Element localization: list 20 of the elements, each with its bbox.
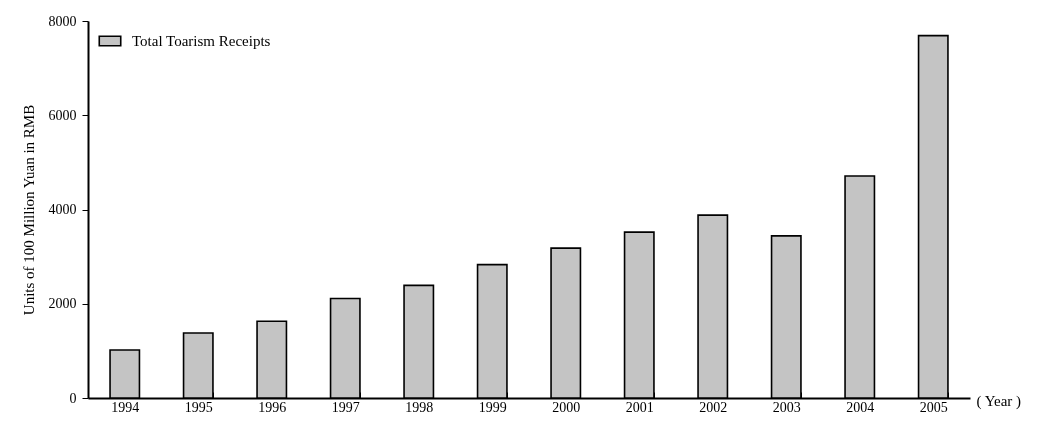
x-tick-label: 2004 [846,399,875,415]
x-tick-label: 1995 [184,399,213,415]
x-tick-label: 2005 [919,399,948,415]
x-tick-label: 2002 [699,399,728,415]
x-tick-label: 1996 [258,399,287,415]
y-tick-label: 0 [69,390,77,406]
y-tick-label: 8000 [48,13,77,29]
x-axis-title: ( Year ) [976,392,1022,410]
x-tick-label: 2003 [772,399,801,415]
y-axis-title: Units of 100 Million Yuan in RMB [20,104,37,316]
x-tick-label: 1998 [405,399,434,415]
y-tick-label: 4000 [48,202,77,217]
x-tick-label: 1994 [111,399,140,415]
x-tick-label: 1997 [331,399,360,415]
x-tick-label: 2001 [625,399,654,415]
x-tick-label: 1999 [478,399,507,415]
x-tick-label: 2000 [552,399,581,415]
y-tick-label: 2000 [48,296,77,312]
legend-label: Total Toarism Receipts [132,33,271,49]
y-tick-label: 6000 [48,107,77,123]
